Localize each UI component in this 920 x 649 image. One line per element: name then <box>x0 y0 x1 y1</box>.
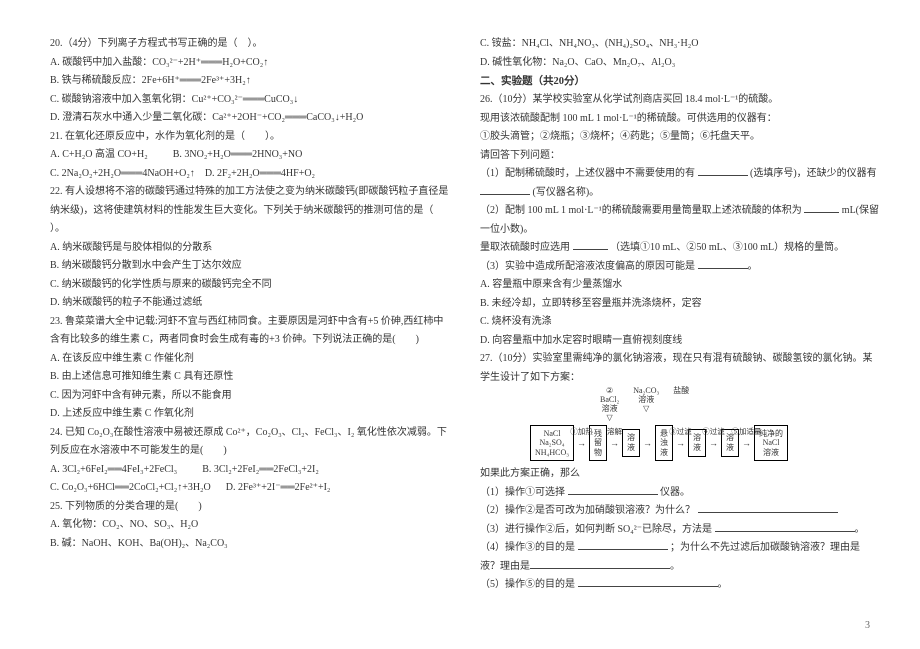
funnel-2: ②BaCl₂溶液▽ <box>600 387 619 422</box>
q24-b: B. 3Cl₂+2FeI₂══2FeCl₃+2I₂ <box>202 464 319 475</box>
q26-stem2: 现用该浓硫酸配制 100 mL 1 mol·L⁻¹的稀硫酸。可供选用的仪器有： <box>480 110 880 129</box>
q24-row1: A. 3Cl₂+6FeI₂══4FeI₃+2FeCl₃ B. 3Cl₂+2FeI… <box>50 461 450 480</box>
q21-c: C. 2Na₂O₂+2H₂O═══4NaOH+O₂↑ <box>50 168 195 179</box>
blank <box>578 541 668 550</box>
q27-p1b: 仪器。 <box>660 487 690 498</box>
funnel-hcl: 盐酸 <box>673 387 689 422</box>
q26-p3-text: （3）实验中造成所配溶液浓度偏高的原因可能是 <box>480 261 695 272</box>
q27-p3a: （3）进行操作②后，如何判断 SO₄²⁻已除尽，方法是 <box>480 524 712 535</box>
q21-stem: 21. 在氧化还原反应中，水作为氧化剂的是（ ）。 <box>50 128 450 147</box>
left-column: 20.（4分）下列离子方程式书写正确的是（ ）。 A. 碳酸钙中加入盐酸：CO₃… <box>50 35 450 595</box>
q27-p4-cont: 液？理由是。 <box>480 558 880 577</box>
q27-p4: （4）操作③的目的是 ；为什么不先过滤后加碳酸钠溶液？理由是 <box>480 539 880 558</box>
blank <box>573 241 608 250</box>
q21-row2: C. 2Na₂O₂+2H₂O═══4NaOH+O₂↑ D. 2F₂+2H₂O══… <box>50 165 450 184</box>
q27-p0: 如果此方案正确，那么 <box>480 465 880 484</box>
q27-p3: （3）进行操作②后，如何判断 SO₄²⁻已除尽，方法是 。 <box>480 521 880 540</box>
q21-d: D. 2F₂+2H₂O═══4HF+O₂ <box>205 168 315 179</box>
q22-a: A. 纳米碳酸钙是与胶体相似的分散系 <box>50 239 450 258</box>
q23-stem: 23. 鲁菜菜谱大全中记载:河虾不宜与西红柿同食。主要原因是河虾中含有+5 价砷… <box>50 313 450 350</box>
blank <box>480 186 530 195</box>
q20-d: D. 澄清石灰水中通入少量二氧化碳：Ca²⁺+2OH⁻+CO₂═══CaCO₃↓… <box>50 109 450 128</box>
q26-stem1: 26.（10分）某学校实验室从化学试剂商店买回 18.4 mol·L⁻¹的硫酸。 <box>480 91 880 110</box>
q20-stem: 20.（4分）下列离子方程式书写正确的是（ ）。 <box>50 35 450 54</box>
q21-b: B. 3NO₂+H₂O═══2HNO₃+NO <box>173 149 303 160</box>
funnel-3: Na₂CO₃溶液▽ <box>633 387 659 422</box>
q24-stem: 24. 已知 Co₂O₃在酸性溶液中易被还原成 Co²⁺，Co₂O₃、Cl₂、F… <box>50 424 450 461</box>
q25-c: C. 铵盐：NH₄Cl、NH₄NO₃、(NH₄)₂SO₄、NH₃·H₂O <box>480 35 880 54</box>
q21-row1: A. C+H₂O 高温 CO+H₂ B. 3NO₂+H₂O═══2HNO₃+NO <box>50 146 450 165</box>
q26-stem4: 请回答下列问题： <box>480 147 880 166</box>
blank <box>698 504 838 513</box>
q20-b: B. 铁与稀硫酸反应：2Fe+6H⁺═══2Fe³⁺+3H₂↑ <box>50 72 450 91</box>
q22-c: C. 纳米碳酸钙的化学性质与原来的碳酸钙完全不同 <box>50 276 450 295</box>
diagram-start-box: NaClNa₂SO₄NH₄HCO₃ <box>530 425 574 462</box>
blank <box>698 167 748 176</box>
flow-diagram: NaClNa₂SO₄NH₄HCO₃ ①加热→ 残留物 溶解→ 溶液 → 悬浊液 … <box>530 425 880 462</box>
q21-a: A. C+H₂O 高温 CO+H₂ <box>50 149 148 160</box>
arrow-1: ①加热→ <box>576 435 587 452</box>
arrow-4: ③过滤→ <box>675 435 686 452</box>
blank <box>568 486 658 495</box>
q26-a: A. 容量瓶中原来含有少量蒸馏水 <box>480 276 880 295</box>
q24-d: D. 2Fe³⁺+2I⁻══2Fe²⁺+I₂ <box>226 482 331 493</box>
q27-p4a: （4）操作③的目的是 <box>480 542 575 553</box>
q25-d: D. 碱性氧化物：Na₂O、CaO、Mn₂O₇、Al₂O₃ <box>480 54 880 73</box>
q23-c: C. 因为河虾中含有砷元素，所以不能食用 <box>50 387 450 406</box>
blank <box>698 260 748 269</box>
section-2-title: 二、实验题（共20分） <box>480 72 880 91</box>
q22-d: D. 纳米碳酸钙的粒子不能通过滤纸 <box>50 294 450 313</box>
q26-p1c: (写仪器名称)。 <box>533 187 600 198</box>
q26-p3: （3）实验中造成所配溶液浓度偏高的原因可能是 。 <box>480 258 880 277</box>
q27-p1: （1）操作①可选择 仪器。 <box>480 484 880 503</box>
blank <box>578 578 718 587</box>
diagram-mid2: 溶液 <box>622 429 640 456</box>
blank <box>530 560 670 569</box>
q27-p2-text: （2）操作②是否可改为加硝酸钡溶液？为什么？ <box>480 505 695 516</box>
q26-p1-cont: (写仪器名称)。 <box>480 184 880 203</box>
diagram-top-labels: ②BaCl₂溶液▽ Na₂CO₃溶液▽ 盐酸 <box>600 387 880 422</box>
q26-p1b: (选填序号)，还缺少的仪器有 <box>750 168 877 179</box>
q26-p2d: （选填①10 mL、②50 mL、③100 mL）规格的量筒。 <box>610 242 844 253</box>
q26-c: C. 烧杯没有洗涤 <box>480 313 880 332</box>
right-column: C. 铵盐：NH₄Cl、NH₄NO₃、(NH₄)₂SO₄、NH₃·H₂O D. … <box>480 35 880 595</box>
q26-p2c: 量取浓硫酸时应选用 <box>480 242 570 253</box>
q25-b: B. 碱：NaOH、KOH、Ba(OH)₂、Na₂CO₃ <box>50 535 450 554</box>
q25-a: A. 氧化物：CO₂、NO、SO₃、H₂O <box>50 516 450 535</box>
q27-p2: （2）操作②是否可改为加硝酸钡溶液？为什么？ <box>480 502 880 521</box>
blank <box>804 204 839 213</box>
q24-a: A. 3Cl₂+6FeI₂══4FeI₃+2FeCl₃ <box>50 464 177 475</box>
q20-c: C. 碳酸钠溶液中加入氢氧化铜：Cu²⁺+CO₃²⁻═══CuCO₃↓ <box>50 91 450 110</box>
q26-d: D. 向容量瓶中加水定容时眼睛一直俯视刻度线 <box>480 332 880 351</box>
q24-c: C. Co₂O₃+6HCl══2CoCl₂+Cl₂↑+3H₂O <box>50 482 211 493</box>
q26-p2a: （2）配制 100 mL 1 mol·L⁻¹的稀硫酸需要用量筒量取上述浓硫酸的体… <box>480 205 802 216</box>
q24-row2: C. Co₂O₃+6HCl══2CoCl₂+Cl₂↑+3H₂O D. 2Fe³⁺… <box>50 479 450 498</box>
q20-a: A. 碳酸钙中加入盐酸：CO₃²⁻+2H⁺═══H₂O+CO₂↑ <box>50 54 450 73</box>
blank <box>715 523 855 532</box>
q26-p2-cont: 量取浓硫酸时应选用 （选填①10 mL、②50 mL、③100 mL）规格的量筒… <box>480 239 880 258</box>
q27-p1a: （1）操作①可选择 <box>480 487 565 498</box>
q26-p2: （2）配制 100 mL 1 mol·L⁻¹的稀硫酸需要用量筒量取上述浓硫酸的体… <box>480 202 880 239</box>
arrow-6: ⑤加适量→ <box>741 435 752 452</box>
arrow-3: → <box>642 435 653 452</box>
arrow-2: 溶解→ <box>609 435 620 452</box>
q26-p1: （1）配制稀硫酸时，上述仪器中不需要使用的有 (选填序号)，还缺少的仪器有 <box>480 165 880 184</box>
q27-stem: 27.（10分）实验室里需纯净的氯化钠溶液，现在只有混有硫酸钠、碳酸氢铵的氯化钠… <box>480 350 880 387</box>
q26-p1a: （1）配制稀硫酸时，上述仪器中不需要使用的有 <box>480 168 695 179</box>
page-number: 3 <box>865 620 870 631</box>
q27-p5-text: （5）操作⑤的目的是 <box>480 579 575 590</box>
q26-stem3: ①胶头滴管；②烧瓶；③烧杯；④药匙；⑤量筒；⑥托盘天平。 <box>480 128 880 147</box>
q23-d: D. 上述反应中维生素 C 作氧化剂 <box>50 405 450 424</box>
q27-p5: （5）操作⑤的目的是 。 <box>480 576 880 595</box>
q27-p4b: ；为什么不先过滤后加碳酸钠溶液？理由是 <box>670 542 860 553</box>
q26-b: B. 未经冷却，立即转移至容量瓶并洗涤烧杯，定容 <box>480 295 880 314</box>
q23-b: B. 由上述信息可推知维生素 C 具有还原性 <box>50 368 450 387</box>
q22-stem: 22. 有人设想将不溶的碳酸钙通过特殊的加工方法使之变为纳米碳酸钙(即碳酸钙粒子… <box>50 183 450 239</box>
q25-stem: 25. 下列物质的分类合理的是( ) <box>50 498 450 517</box>
arrow-5: ④过滤→ <box>708 435 719 452</box>
q22-b: B. 纳米碳酸钙分散到水中会产生丁达尔效应 <box>50 257 450 276</box>
q23-a: A. 在该反应中维生素 C 作催化剂 <box>50 350 450 369</box>
